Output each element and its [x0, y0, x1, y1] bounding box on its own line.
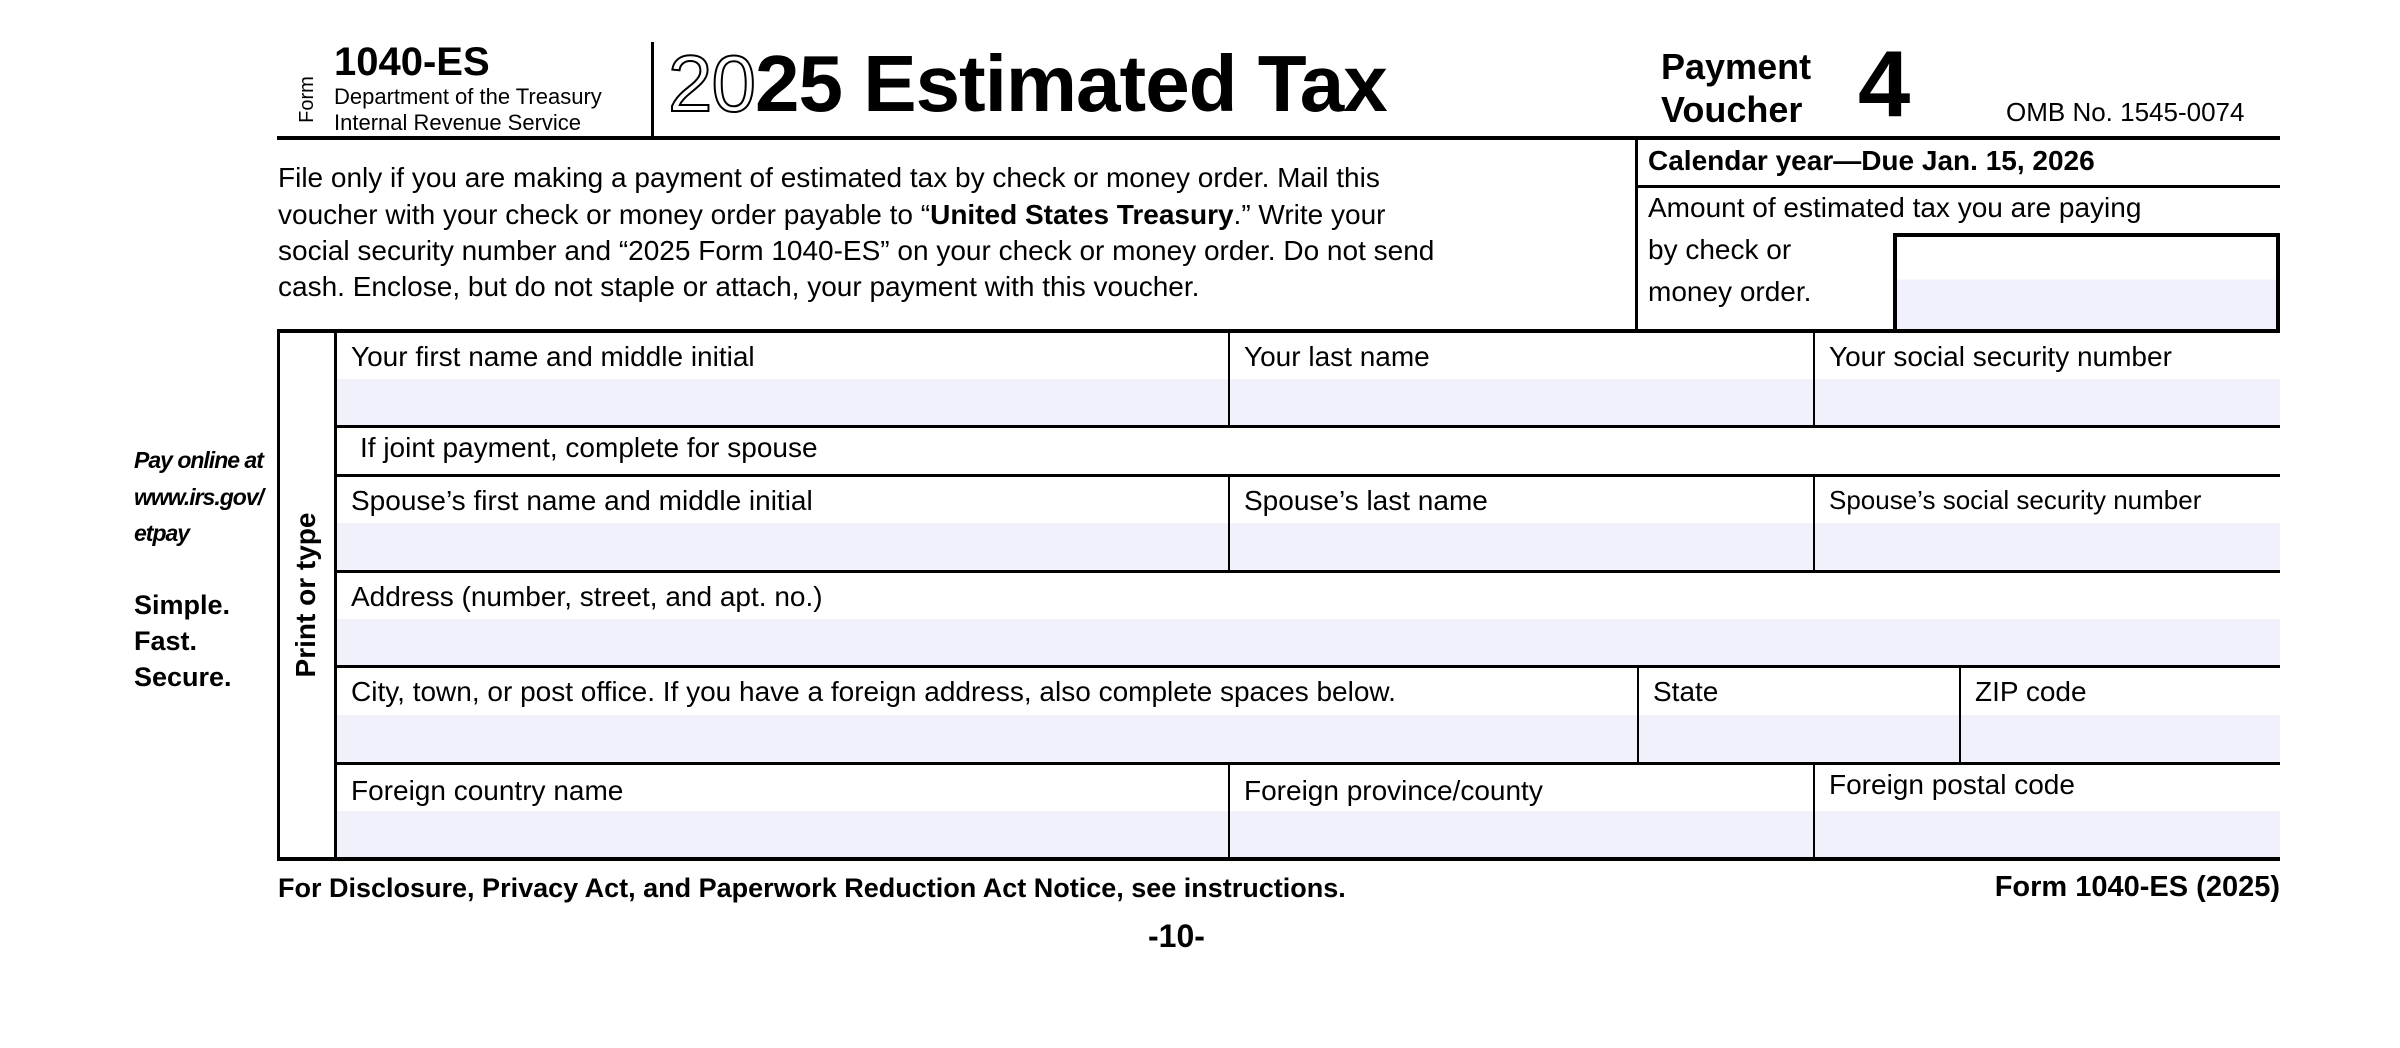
spouse-first-name-input[interactable]: [337, 523, 1228, 570]
department: Department of the Treasury: [334, 84, 602, 109]
ssn-label: Your social security number: [1829, 341, 2172, 372]
instructions-line2-pre: voucher with your check or money order p…: [278, 199, 931, 230]
first-name-input[interactable]: [337, 379, 1228, 426]
city-cell: City, town, or post office. If you have …: [337, 668, 1639, 762]
first-name-label: Your first name and middle initial: [351, 341, 755, 372]
spouse-last-name-cell: Spouse’s last name: [1230, 477, 1815, 570]
title-year-bold: 25: [754, 39, 843, 128]
pay-online-1: Pay online at: [134, 447, 264, 473]
address-cell: Address (number, street, and apt. no.): [337, 573, 2280, 665]
page-title: 2025 Estimated Tax: [667, 38, 1388, 130]
foreign-country-input[interactable]: [337, 810, 1228, 857]
city-input[interactable]: [337, 714, 1637, 762]
foreign-postal-label: Foreign postal code: [1829, 769, 2075, 800]
zip-label: ZIP code: [1975, 676, 2087, 707]
row-rule: [337, 474, 2280, 477]
amount-label-3: money order.: [1648, 276, 1812, 307]
voucher-number: 4: [1858, 31, 1911, 136]
spouse-first-name-label: Spouse’s first name and middle initial: [351, 485, 813, 516]
state-label: State: [1653, 676, 1719, 707]
pay-online-3: etpay: [134, 520, 190, 546]
voucher-table: [277, 329, 2280, 861]
ssn-cell: Your social security number: [1815, 333, 2280, 426]
foreign-province-label: Foreign province/county: [1244, 775, 1543, 806]
foreign-postal-input[interactable]: [1815, 810, 2280, 857]
due-rule: [1635, 185, 2280, 188]
zip-input[interactable]: [1961, 714, 2280, 762]
row-rule: [337, 425, 2280, 428]
state-cell: State: [1639, 668, 1961, 762]
form-number: 1040-ES: [334, 40, 490, 84]
foreign-province-input[interactable]: [1230, 810, 1813, 857]
zip-cell: ZIP code: [1961, 668, 2280, 762]
state-input[interactable]: [1639, 714, 1959, 762]
amount-input[interactable]: [1897, 237, 2276, 331]
address-input[interactable]: [337, 618, 2280, 665]
instructions-line3: social security number and “2025 Form 10…: [278, 235, 1435, 266]
spouse-last-name-input[interactable]: [1230, 523, 1813, 570]
instructions-line4: cash. Enclose, but do not staple or atta…: [278, 271, 1200, 302]
city-label: City, town, or post office. If you have …: [351, 676, 1396, 707]
instructions-line1: File only if you are making a payment of…: [278, 162, 1380, 193]
spouse-ssn-label: Spouse’s social security number: [1829, 485, 2202, 515]
spouse-ssn-cell: Spouse’s social security number: [1815, 477, 2280, 570]
ssn-input[interactable]: [1815, 379, 2280, 426]
header-divider: [651, 42, 654, 138]
pay-online-url[interactable]: www.irs.gov/: [134, 484, 264, 510]
voucher-line1: Payment: [1661, 46, 1812, 87]
row-rule: [337, 665, 2280, 668]
amount-box[interactable]: [1893, 233, 2280, 331]
secure-text: Secure.: [134, 662, 232, 692]
last-name-label: Your last name: [1244, 341, 1430, 372]
foreign-postal-cell: Foreign postal code: [1815, 765, 2280, 857]
row-rule: [337, 570, 2280, 573]
simple-text: Simple.: [134, 590, 231, 620]
joint-payment-note: If joint payment, complete for spouse: [360, 432, 818, 463]
due-divider: [1635, 138, 1638, 331]
foreign-country-cell: Foreign country name: [337, 765, 1230, 857]
voucher-line2: Voucher: [1661, 89, 1803, 130]
address-label: Address (number, street, and apt. no.): [351, 581, 823, 612]
spouse-last-name-label: Spouse’s last name: [1244, 485, 1488, 516]
header-rule: [277, 136, 2280, 140]
title-text: Estimated Tax: [863, 39, 1387, 128]
first-name-cell: Your first name and middle initial: [337, 333, 1230, 426]
page-number: -10-: [1148, 918, 1205, 954]
spouse-first-name-cell: Spouse’s first name and middle initial: [337, 477, 1230, 570]
instructions-line2-post: .” Write your: [1233, 199, 1386, 230]
form-word: Form: [295, 76, 318, 123]
last-name-input[interactable]: [1230, 379, 1813, 426]
title-year-outline: 20: [667, 38, 757, 129]
foreign-province-cell: Foreign province/county: [1230, 765, 1815, 857]
amount-label-1: Amount of estimated tax you are paying: [1648, 192, 2142, 223]
foreign-country-label: Foreign country name: [351, 775, 624, 806]
instructions-line2: voucher with your check or money order p…: [278, 199, 1386, 231]
calendar-year-due: Calendar year—Due Jan. 15, 2026: [1648, 145, 2095, 176]
amount-label-2: by check or: [1648, 234, 1792, 265]
last-name-cell: Your last name: [1230, 333, 1815, 426]
agency: Internal Revenue Service: [334, 110, 582, 135]
row-rule: [337, 762, 2280, 765]
print-type-divider: [334, 329, 337, 861]
omb-number: OMB No. 1545-0074: [2006, 97, 2245, 127]
fast-text: Fast.: [134, 626, 198, 656]
payee-name: United States Treasury: [930, 199, 1234, 230]
print-or-type-label: Print or type: [290, 512, 321, 678]
form-id: Form 1040-ES (2025): [1994, 871, 2280, 903]
privacy-notice: For Disclosure, Privacy Act, and Paperwo…: [278, 873, 1346, 903]
spouse-ssn-input[interactable]: [1815, 523, 2280, 570]
